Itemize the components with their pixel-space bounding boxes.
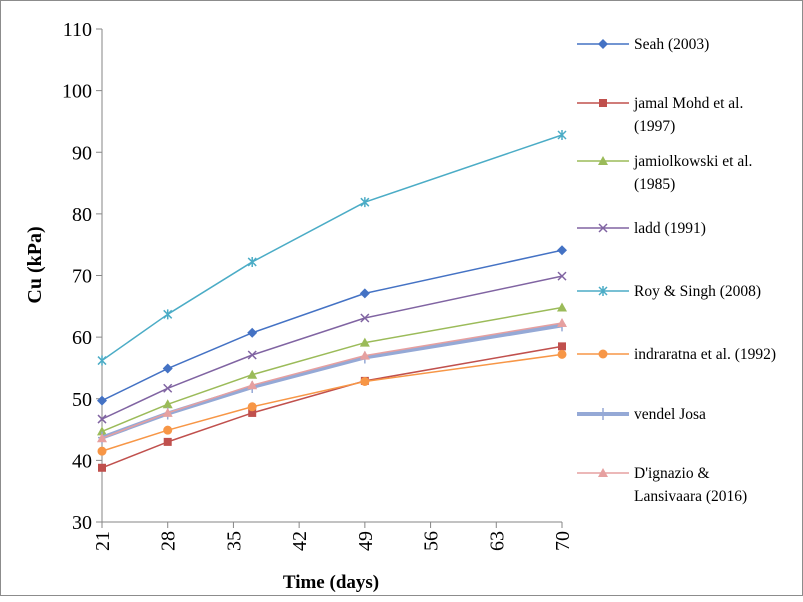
legend-entry: indraratna et al. (1992) [577, 346, 776, 363]
data-point [360, 197, 370, 208]
data-point [557, 317, 567, 327]
legend-marker [598, 286, 608, 296]
data-point [558, 342, 566, 351]
data-point [557, 302, 567, 312]
legend-label: indraratna et al. (1992) [634, 346, 776, 363]
data-point [247, 369, 258, 379]
legend-entry: vendel Josa [577, 406, 706, 423]
data-point [557, 349, 567, 359]
legend-label: D'ignazio & [634, 465, 710, 482]
x-tick-label: 35 [223, 531, 245, 551]
data-point [163, 309, 173, 320]
legend-entry: Roy & Singh (2008) [577, 283, 761, 300]
legend-marker [598, 39, 608, 49]
data-point [163, 437, 172, 446]
y-tick-label: 70 [72, 266, 92, 288]
y-tick-label: 30 [72, 512, 92, 534]
series-6 [97, 349, 567, 456]
legend-marker [598, 349, 608, 359]
x-axis-label: Time (days) [283, 572, 379, 593]
series-1 [97, 245, 567, 406]
series-line [101, 322, 563, 439]
data-point [98, 463, 106, 472]
legend-entry: ladd (1991) [577, 220, 706, 237]
data-point [359, 350, 370, 360]
x-tick-label: 42 [289, 531, 311, 551]
legend-entry: jamal Mohd et al. (1997) [577, 95, 743, 135]
x-tick-label: 70 [552, 531, 574, 551]
data-point [162, 399, 173, 409]
data-point [97, 414, 107, 424]
legend-marker [599, 99, 607, 107]
data-point [97, 395, 107, 406]
data-point [97, 426, 107, 436]
data-point [557, 245, 567, 256]
data-point [162, 407, 173, 417]
x-tick-label: 63 [486, 531, 508, 551]
data-point [97, 446, 107, 456]
y-tick-label: 80 [72, 204, 92, 226]
data-point [247, 380, 258, 390]
data-point [163, 425, 173, 435]
legend-label: jamiolkowski et al. [633, 153, 752, 170]
y-tick-label: 110 [63, 19, 92, 41]
legend-label: Seah (2003) [634, 36, 709, 53]
data-point [248, 408, 257, 417]
y-tick-label: 40 [72, 450, 92, 472]
data-point [247, 350, 257, 360]
data-point [557, 271, 567, 281]
data-point [247, 402, 257, 412]
data-point [162, 363, 173, 374]
legend-label: jamal Mohd et al. [633, 95, 743, 112]
legend-label: vendel Josa [634, 406, 706, 423]
data-point [163, 383, 173, 393]
series-line [101, 249, 563, 402]
legend-label: (1985) [634, 176, 675, 193]
legend-entry: jamiolkowski et al. (1985) [577, 153, 752, 193]
series-7 [98, 319, 566, 444]
data-point [557, 129, 567, 140]
series-line [101, 275, 563, 420]
y-tick-label: 90 [72, 142, 92, 164]
series-line [101, 134, 563, 362]
data-point [247, 256, 257, 267]
legend-label: ladd (1991) [634, 220, 706, 237]
series-5 [97, 129, 567, 366]
series-3 [97, 302, 567, 436]
y-axis-label: Cu (kPa) [24, 226, 46, 303]
x-tick-label: 21 [92, 531, 114, 551]
y-tick-label: 100 [62, 81, 92, 103]
legend-label: Lansivaara (2016) [634, 488, 747, 505]
axes: 30 40 50 60 70 80 90 100 110 21 28 35 42 49 56 63 70 [62, 19, 574, 551]
legend-entry: Seah (2003) [577, 36, 709, 53]
series-line [101, 323, 563, 440]
series-8 [97, 317, 567, 443]
series-layer [97, 129, 567, 472]
legend-marker [599, 408, 607, 420]
data-point [97, 355, 107, 366]
data-point [247, 327, 258, 338]
x-tick-label: 28 [158, 531, 180, 551]
x-tick-label: 49 [355, 531, 377, 551]
data-point [359, 337, 370, 347]
data-point [360, 313, 370, 323]
legend-marker [598, 468, 608, 477]
legend-label: Roy & Singh (2008) [634, 283, 761, 300]
data-point [97, 433, 107, 443]
legend-marker [598, 223, 608, 233]
legend-entry: D'ignazio & Lansivaara (2016) [577, 465, 747, 505]
legend-marker [598, 156, 608, 165]
legend-label: (1997) [634, 118, 675, 135]
data-point [360, 376, 370, 386]
x-tick-label: 56 [421, 531, 443, 551]
data-point [359, 288, 370, 299]
y-tick-label: 50 [72, 389, 92, 411]
series-4 [97, 271, 567, 424]
legend: Seah (2003) jamal Mohd et al. (1997) jamiol… [577, 36, 776, 505]
y-tick-label: 60 [72, 327, 92, 349]
